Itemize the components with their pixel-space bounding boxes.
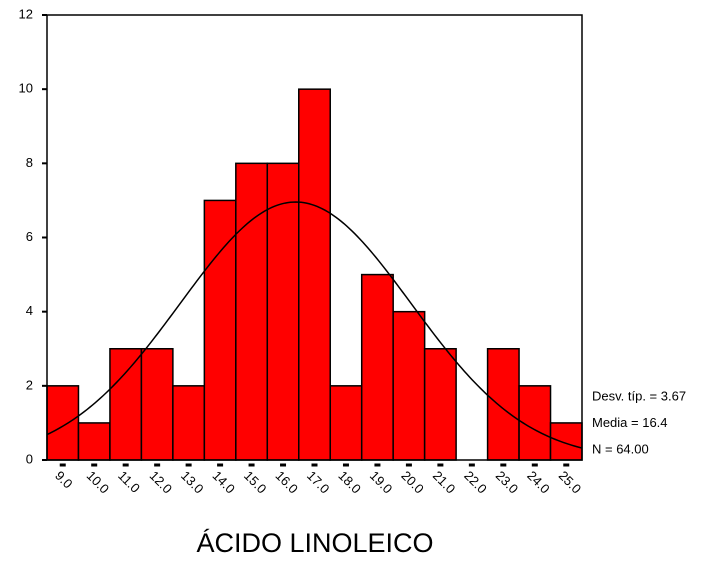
- x-tick-label: 11.0: [115, 468, 143, 496]
- bar: [298, 88, 331, 461]
- plot-frame: [46, 14, 583, 461]
- x-axis-title: ÁCIDO LINOLEICO: [196, 528, 433, 557]
- bar: [172, 385, 206, 461]
- x-tick-label: 9.0: [52, 468, 75, 491]
- stat-label: N = 64.00: [592, 441, 649, 456]
- x-tick-label: 15.0: [241, 468, 270, 497]
- stat-label: Desv. típ. = 3.67: [592, 388, 686, 403]
- bar: [392, 310, 426, 461]
- y-tick-label: 4: [26, 303, 33, 318]
- bar: [140, 348, 174, 461]
- x-tick-label: 10.0: [84, 468, 113, 497]
- bar: [329, 385, 363, 461]
- y-tick-label: 0: [26, 451, 33, 466]
- bar: [549, 422, 583, 461]
- x-tick-label: 24.0: [524, 468, 553, 497]
- x-tick-label: 19.0: [367, 468, 396, 497]
- bar: [486, 348, 520, 461]
- y-tick-label: 10: [19, 81, 33, 96]
- y-tick-label: 12: [19, 6, 33, 21]
- bar: [46, 385, 80, 461]
- x-tick-label: 22.0: [461, 468, 490, 497]
- x-tick-label: 16.0: [272, 468, 301, 497]
- y-tick-label: 2: [26, 377, 33, 392]
- x-tick-label: 20.0: [398, 468, 427, 497]
- x-tick-label: 14.0: [210, 468, 239, 497]
- bar: [266, 162, 300, 461]
- x-tick-label: 17.0: [304, 468, 333, 497]
- x-tick-label: 12.0: [147, 468, 176, 497]
- bar: [423, 348, 457, 461]
- bar: [360, 273, 394, 461]
- bar: [235, 162, 269, 461]
- y-tick-label: 8: [26, 155, 33, 170]
- y-tick-label: 6: [26, 229, 33, 244]
- x-tick-label: 23.0: [493, 468, 522, 497]
- bar: [109, 348, 143, 461]
- x-tick-label: 18.0: [335, 468, 364, 497]
- normal-curve: [46, 201, 583, 449]
- stat-label: Media = 16.4: [592, 415, 668, 430]
- x-tick-label: 25.0: [556, 468, 585, 497]
- bar: [77, 422, 111, 461]
- x-tick-label: 13.0: [178, 468, 207, 497]
- x-tick-label: 21.0: [430, 468, 459, 497]
